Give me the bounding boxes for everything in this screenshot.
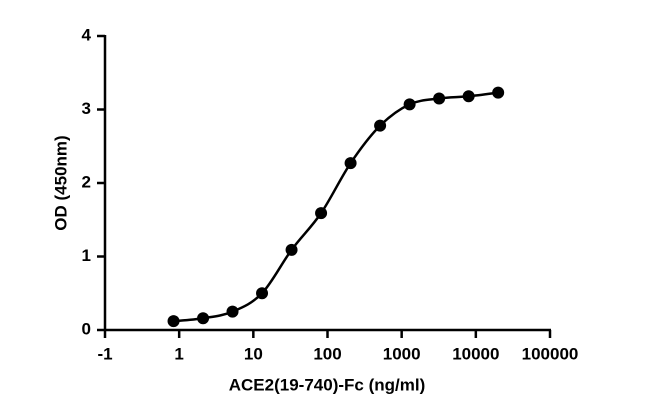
fit-curve [173,91,499,323]
x-tick-label: 10 [244,344,263,363]
x-tick-label: 1000 [383,344,421,363]
data-point [256,287,269,300]
data-point [167,315,180,328]
x-axis-label: ACE2(19-740)-Fc (ng/ml) [229,375,425,394]
x-tick-label: 1 [174,344,183,363]
data-point [344,157,357,170]
y-axis-label: OD (450nm) [51,135,70,230]
y-tick-label: 3 [82,99,91,118]
data-point [197,312,210,325]
x-tick-label: 100 [313,344,341,363]
x-tick-label: 10000 [452,344,499,363]
x-tick-label: -1 [97,344,112,363]
data-point [374,119,387,132]
data-point [315,207,328,220]
data-point [226,305,239,318]
y-tick-label: 4 [82,25,92,44]
data-point [433,92,446,105]
y-tick-label: 1 [82,246,91,265]
data-point [285,243,298,256]
y-tick-label: 0 [82,319,91,338]
data-point [492,86,505,99]
x-tick-label: 100000 [522,344,579,363]
data-point [462,90,475,103]
y-tick-label: 2 [82,172,91,191]
data-point [403,98,416,111]
